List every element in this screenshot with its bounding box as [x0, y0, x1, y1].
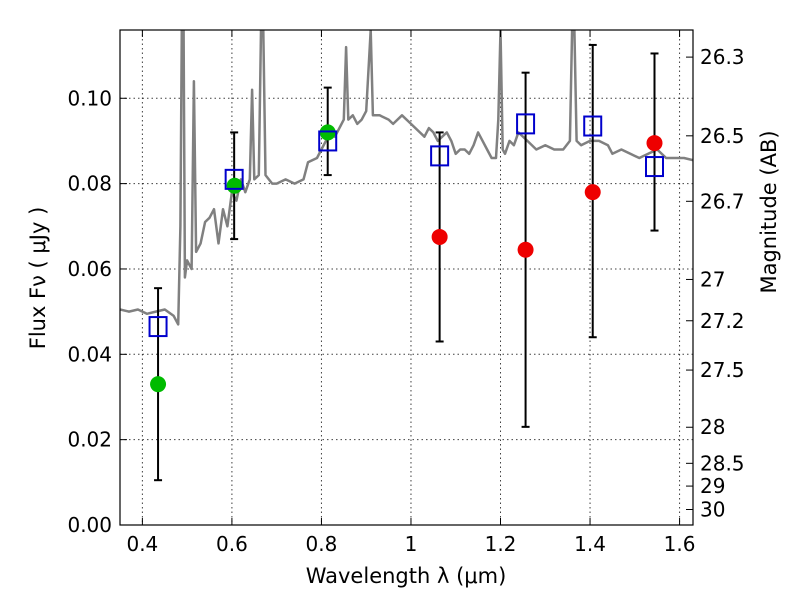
- y2-axis-label: Magnitude (AB): [757, 130, 781, 293]
- y2-tick-label: 26.7: [700, 189, 745, 213]
- y2-tick-label: 26.3: [700, 45, 745, 69]
- y-axis-label: Flux Fν ( μJy ): [26, 207, 50, 350]
- model-point: [645, 156, 665, 178]
- model-point: [148, 316, 168, 338]
- flux-point: [646, 135, 663, 152]
- model-point: [318, 130, 338, 152]
- y-tick-label: 0.08: [67, 172, 112, 196]
- flux-point: [431, 228, 448, 245]
- x-tick-label: 1.6: [664, 532, 696, 556]
- x-tick-label: 1.2: [485, 532, 517, 556]
- plot-area: [120, 30, 693, 525]
- y2-tick-label: 27: [700, 267, 725, 291]
- model-point: [516, 113, 536, 135]
- model-point: [430, 145, 450, 167]
- axis-ticks: 0.4 0.6 0.8 1 1.2 1.4 1.6 0.00 0.02 0.04 0.06 0.08 0…: [67, 30, 745, 556]
- x-tick-label: 1: [405, 532, 418, 556]
- spectrum-line: [120, 30, 693, 326]
- model-point: [583, 115, 603, 137]
- y-tick-label: 0.02: [67, 428, 112, 452]
- x-tick-label: 0.6: [216, 532, 248, 556]
- y2-tick-label: 28.5: [700, 451, 745, 475]
- y2-tick-label: 30: [700, 498, 725, 522]
- y-tick-label: 0.06: [67, 257, 112, 281]
- y2-tick-label: 27.5: [700, 358, 745, 382]
- data-layer: [120, 30, 693, 326]
- markers: [148, 113, 665, 393]
- x-tick-label: 0.4: [126, 532, 158, 556]
- model-point: [224, 168, 244, 190]
- plot-frame: [119, 29, 694, 526]
- y2-tick-label: 26.5: [700, 124, 745, 148]
- y2-tick-label: 29: [700, 474, 725, 498]
- flux-point: [226, 177, 243, 194]
- x-tick-label: 0.8: [306, 532, 338, 556]
- x-tick-label: 1.4: [574, 532, 606, 556]
- x-axis-label: Wavelength λ (μm): [306, 564, 507, 588]
- y-tick-label: 0.00: [67, 513, 112, 537]
- flux-point: [517, 241, 534, 258]
- y2-tick-label: 28: [700, 415, 725, 439]
- flux-point: [584, 184, 601, 201]
- y-tick-label: 0.04: [67, 342, 112, 366]
- y-tick-label: 0.10: [67, 86, 112, 110]
- flux-point: [150, 376, 167, 393]
- y2-tick-label: 27.2: [700, 309, 745, 333]
